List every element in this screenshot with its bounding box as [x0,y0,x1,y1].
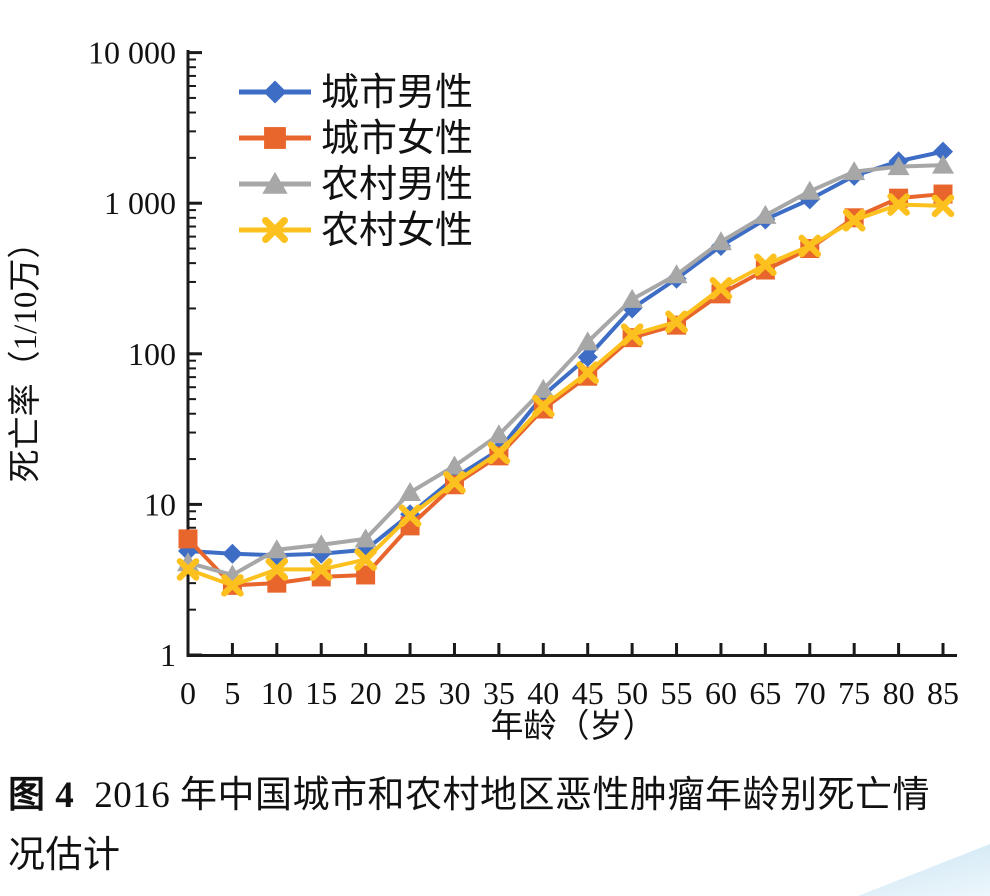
series-农村女性 [176,193,955,597]
figure-number: 图 4 [8,775,75,816]
triangle-marker [798,180,821,200]
x-marker [576,361,600,384]
x-marker [309,558,333,581]
mortality-line-chart: 1 10 100 1 000 10 000 0 5 10 15 20 25 30 35 40 45 50 55 6… [7,35,959,745]
legend-label: 城市女性 [321,118,473,160]
square-marker [264,127,286,149]
x-marker [354,548,377,571]
axes: 1 10 100 1 000 10 000 0 5 10 15 20 25 30 35 40 45 50 55 6… [88,35,959,711]
x-tick-label: 35 [483,675,515,711]
y-tick-label: 1 000 [104,185,176,221]
x-marker [487,441,511,465]
y-tick-label: 10 000 [88,35,176,71]
x-tick-label: 15 [305,675,337,711]
triangle-marker [262,171,288,194]
y-tick-label: 10 [144,486,176,522]
square-marker [356,565,376,585]
x-tick-label: 55 [661,675,693,711]
x-marker [709,277,733,300]
triangle-marker [576,331,599,351]
x-tick-label: 85 [927,675,959,711]
x-marker [531,394,555,418]
y-axis-title: 死亡率（1/10万） [7,226,44,483]
x-tick-label: 75 [838,675,870,711]
triangle-marker [354,528,377,548]
y-tick-label: 1 [160,637,176,673]
series-line [186,149,946,558]
diamond-marker [933,141,954,162]
x-marker [798,234,822,258]
x-marker [931,194,955,218]
triangle-marker [399,481,422,501]
x-tick-label: 80 [883,675,915,711]
triangle-marker [443,455,466,475]
triangle-marker [665,264,688,284]
x-tick-label: 50 [616,675,648,711]
legend-item-城市男性: 城市男性 [239,72,473,114]
triangle-marker [843,161,866,181]
figure-caption-text: 2016 年中国城市和农村地区恶性肿瘤年龄别死亡情况估计 [8,775,930,876]
x-marker [842,208,866,232]
x-marker [176,558,200,581]
x-tick-label: 5 [224,675,240,711]
x-tick-label: 45 [572,675,604,711]
square-marker [178,529,198,549]
figure-caption: 图 4 2016 年中国城市和农村地区恶性肿瘤年龄别死亡情况估计 [8,766,960,886]
x-marker [262,217,288,243]
y-tick-label: 100 [128,336,176,372]
data-series [176,141,955,597]
diamond-marker [577,347,598,368]
x-tick-label: 25 [394,675,426,711]
x-marker [443,471,466,494]
triangle-marker [709,231,732,251]
x-marker [887,193,910,216]
legend-item-农村男性: 农村男性 [239,164,473,206]
triangle-marker [887,156,910,176]
triangle-marker [932,154,955,174]
x-marker [620,323,644,346]
triangle-marker [621,288,644,308]
legend-item-城市女性: 城市女性 [239,118,473,160]
x-tick-label: 60 [705,675,737,711]
triangle-marker [754,204,777,224]
x-marker [398,504,422,528]
x-tick-label: 20 [350,675,382,711]
legend-label: 城市男性 [321,72,473,114]
x-marker [754,253,777,277]
x-marker [665,310,688,334]
x-marker [265,558,289,581]
legend-item-农村女性: 农村女性 [239,210,473,252]
diamond-marker [222,543,243,564]
x-tick-label: 65 [749,675,781,711]
x-tick-label: 30 [438,675,470,711]
series-城市男性 [178,141,954,566]
legend-label: 农村男性 [321,164,473,206]
diamond-marker [263,80,287,104]
x-tick-label: 0 [180,675,196,711]
series-农村男性 [177,154,955,584]
x-tick-label: 70 [794,675,826,711]
triangle-marker [310,534,333,554]
triangle-marker [487,424,510,444]
x-marker [221,574,244,597]
legend-label: 农村女性 [321,210,473,252]
triangle-marker [532,378,555,398]
series-line [186,163,946,577]
x-tick-label: 10 [261,675,293,711]
x-axis-title: 年龄（岁） [491,708,656,745]
figure-page: 1 10 100 1 000 10 000 0 5 10 15 20 25 30 35 40 45 50 55 6… [7,35,990,896]
triangle-marker [265,539,288,559]
x-tick-label: 40 [527,675,559,711]
